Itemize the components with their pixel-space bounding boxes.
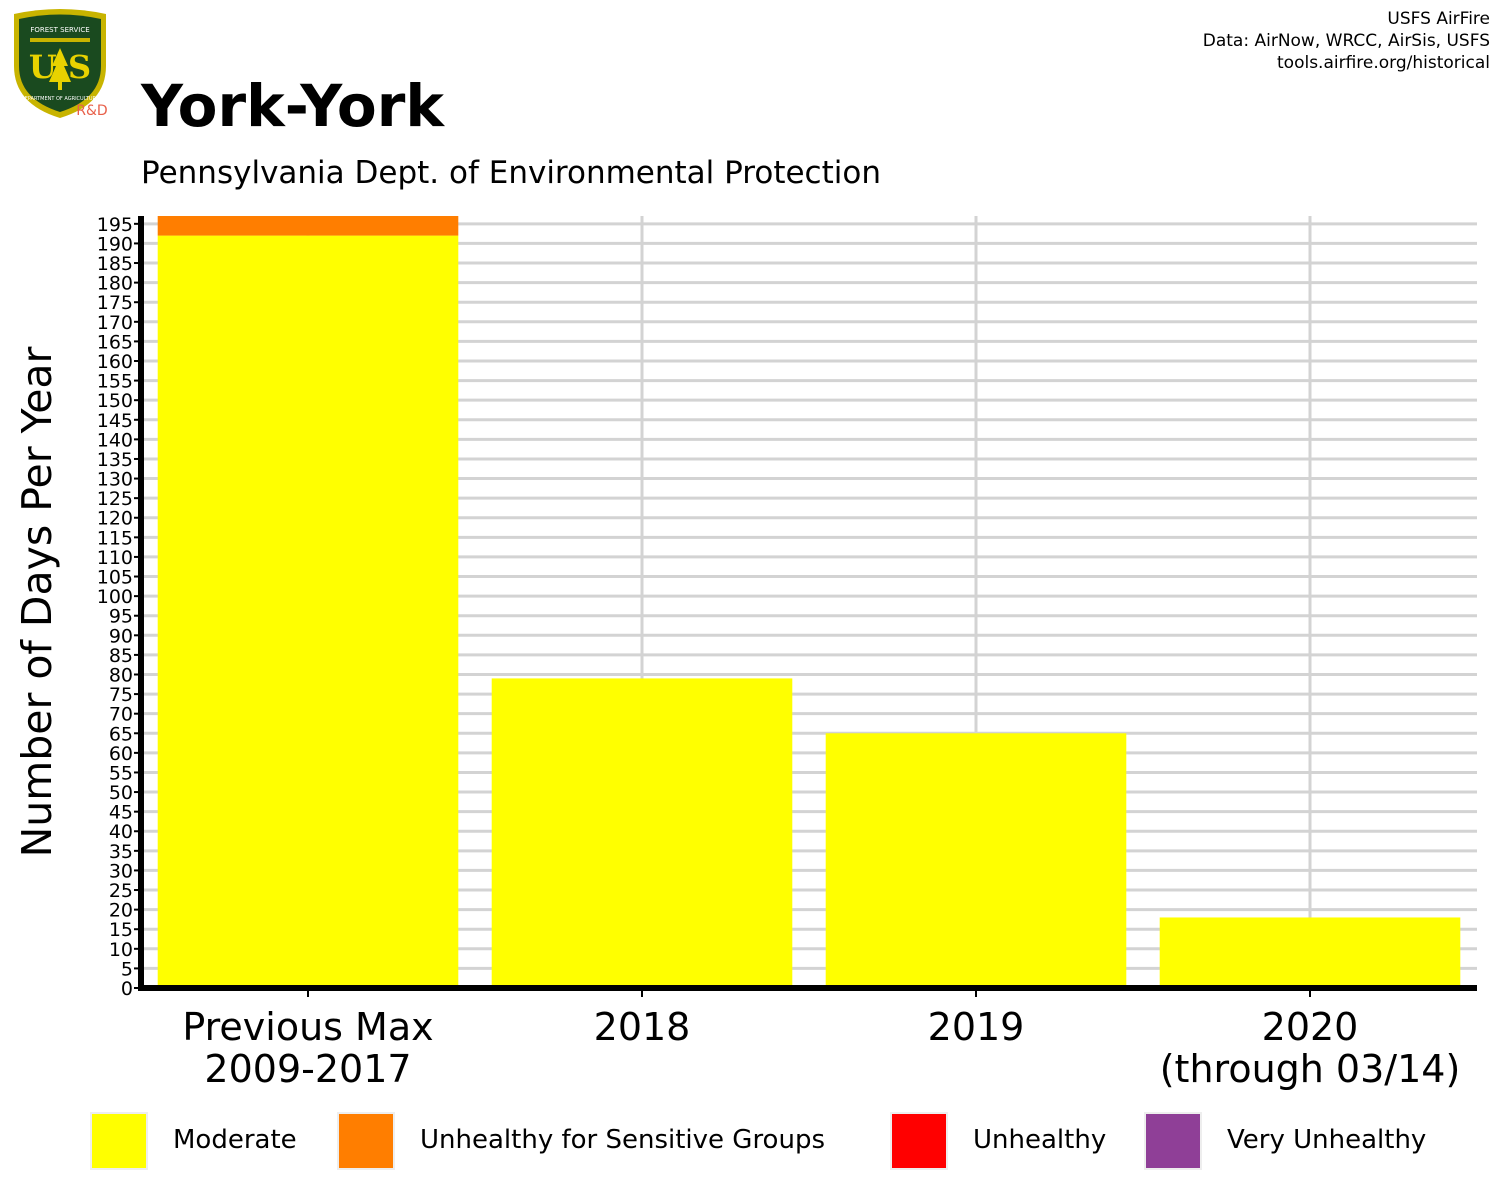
legend-swatch (1144, 1112, 1202, 1170)
chart-subtitle: Pennsylvania Dept. of Environmental Prot… (141, 155, 881, 191)
y-tick-label: 25 (109, 880, 133, 902)
bar-unhealthy-for-sensitive-groups (157, 216, 459, 236)
logo-text-bottom: DEPARTMENT OF AGRICULTURE (21, 96, 99, 102)
y-tick-label: 140 (97, 429, 133, 451)
y-tick-label: 55 (109, 762, 133, 784)
bar-moderate (1159, 917, 1461, 988)
chart-title: York-York (141, 72, 444, 140)
y-tick-label: 35 (109, 841, 133, 863)
y-tick-label: 195 (97, 214, 133, 236)
legend-swatch (90, 1112, 148, 1170)
y-tick-label: 185 (97, 253, 133, 275)
y-tick-label: 70 (109, 704, 133, 726)
y-tick-label: 175 (97, 292, 133, 314)
y-tick-label: 90 (109, 625, 133, 647)
x-tick-label: 2018 (594, 1005, 691, 1049)
y-tick-label: 125 (97, 488, 133, 510)
y-tick-label: 165 (97, 331, 133, 353)
y-tick-label: 145 (97, 410, 133, 432)
y-tick-label: 60 (109, 743, 133, 765)
y-tick-label: 50 (109, 782, 133, 804)
y-tick-label: 170 (97, 312, 133, 334)
y-tick-label: 20 (109, 900, 133, 922)
y-tick-label: 160 (97, 351, 133, 373)
legend-label: Unhealthy for Sensitive Groups (420, 1125, 825, 1155)
usfs-logo: U S FOREST SERVICE DEPARTMENT OF AGRICUL… (14, 9, 108, 119)
logo-text-top: FOREST SERVICE (30, 26, 89, 34)
y-tick-label: 95 (109, 606, 133, 628)
y-tick-label: 5 (121, 958, 133, 980)
y-tick-label: 45 (109, 802, 133, 824)
y-tick-label: 75 (109, 684, 133, 706)
logo-badge: R&D (76, 103, 107, 119)
legend-label: Moderate (173, 1125, 297, 1155)
y-tick-label: 135 (97, 449, 133, 471)
y-tick-label: 85 (109, 645, 133, 667)
y-axis-title: Number of Days Per Year (13, 346, 61, 857)
y-tick-label: 105 (97, 567, 133, 589)
legend-label: Unhealthy (973, 1125, 1107, 1155)
bar-moderate (825, 733, 1127, 988)
y-tick-label: 30 (109, 860, 133, 882)
bar-chart: 0510152025303540455055606570758085909510… (13, 214, 1477, 1091)
bar-moderate (157, 235, 459, 989)
legend-label: Very Unhealthy (1227, 1125, 1427, 1155)
y-tick-label: 0 (121, 978, 133, 1000)
y-tick-label: 190 (97, 233, 133, 255)
x-tick-label: Previous Max 2009-2017 (182, 1005, 433, 1091)
y-tick-label: 115 (97, 527, 133, 549)
y-tick-label: 120 (97, 508, 133, 530)
y-tick-label: 155 (97, 371, 133, 393)
y-tick-label: 180 (97, 273, 133, 295)
y-tick-label: 40 (109, 821, 133, 843)
y-tick-label: 150 (97, 390, 133, 412)
y-tick-label: 65 (109, 723, 133, 745)
y-tick-label: 80 (109, 664, 133, 686)
bar-moderate (491, 678, 793, 988)
data-credits: USFS AirFire Data: AirNow, WRCC, AirSis,… (1203, 8, 1490, 74)
credit-line: tools.airfire.org/historical (1277, 53, 1490, 73)
legend-swatch (337, 1112, 395, 1170)
x-tick-label: 2019 (928, 1005, 1025, 1049)
credit-line: Data: AirNow, WRCC, AirSis, USFS (1202, 31, 1490, 51)
x-tick-label: 2020 (through 03/14) (1160, 1005, 1461, 1091)
legend-swatch (890, 1112, 948, 1170)
y-tick-label: 10 (109, 939, 133, 961)
y-tick-label: 130 (97, 469, 133, 491)
y-tick-label: 110 (97, 547, 133, 569)
credit-line: USFS AirFire (1387, 9, 1490, 29)
y-tick-label: 100 (97, 586, 133, 608)
y-tick-label: 15 (109, 919, 133, 941)
